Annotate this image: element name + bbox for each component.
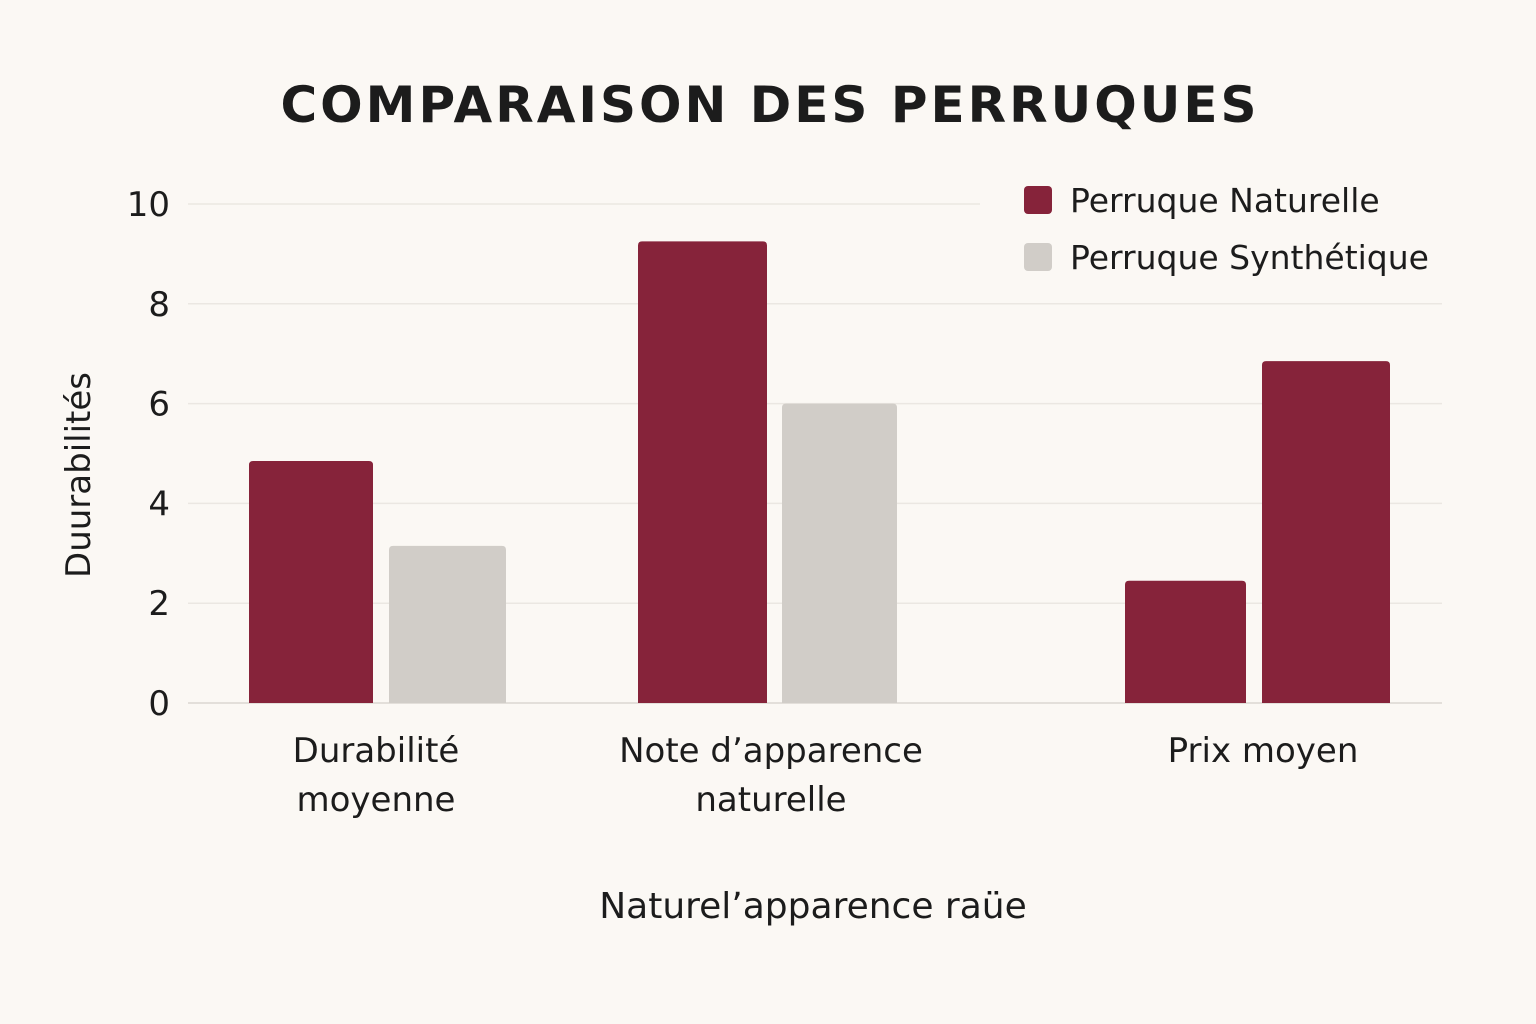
bar-naturelle-1: [638, 241, 767, 704]
bar-synthetique-0: [389, 545, 506, 703]
y-tick-label: 4: [148, 484, 170, 524]
x-category-label: Durabilité: [293, 731, 460, 771]
legend-label-naturelle: Perruque Naturelle: [1070, 181, 1380, 220]
bar-naturelle-2: [1125, 580, 1246, 703]
x-axis-label: Naturel’apparence raüe: [599, 886, 1027, 927]
bar-synthetique-2: [1262, 361, 1390, 703]
legend-label-synthetique: Perruque Synthétique: [1070, 238, 1429, 277]
x-axis-categories: Durabilité moyenne Note d’apparence naturel…: [293, 731, 1359, 820]
x-category-label: naturelle: [695, 780, 846, 820]
y-tick-label: 2: [148, 584, 170, 624]
legend-swatch-naturelle: [1024, 186, 1052, 214]
bar-naturelle-0: [249, 460, 373, 703]
y-axis-ticks: 0 2 4 6 8 10: [127, 185, 170, 724]
x-category-label: moyenne: [297, 780, 456, 820]
legend: Perruque Naturelle Perruque Synthétique: [1024, 181, 1429, 277]
y-axis-label: Duurabilités: [59, 372, 99, 578]
y-tick-label: 10: [127, 185, 170, 225]
y-tick-label: 0: [148, 684, 170, 724]
y-tick-label: 8: [148, 285, 170, 325]
bar-synthetique-1: [782, 403, 897, 703]
bars: [249, 241, 1390, 704]
y-tick-label: 6: [148, 385, 170, 425]
legend-swatch-synthetique: [1024, 243, 1052, 271]
chart-title: COMPARAISON DES PERRUQUES: [280, 76, 1259, 134]
x-category-label: Prix moyen: [1168, 731, 1359, 771]
x-category-label: Note d’apparence: [619, 731, 923, 771]
